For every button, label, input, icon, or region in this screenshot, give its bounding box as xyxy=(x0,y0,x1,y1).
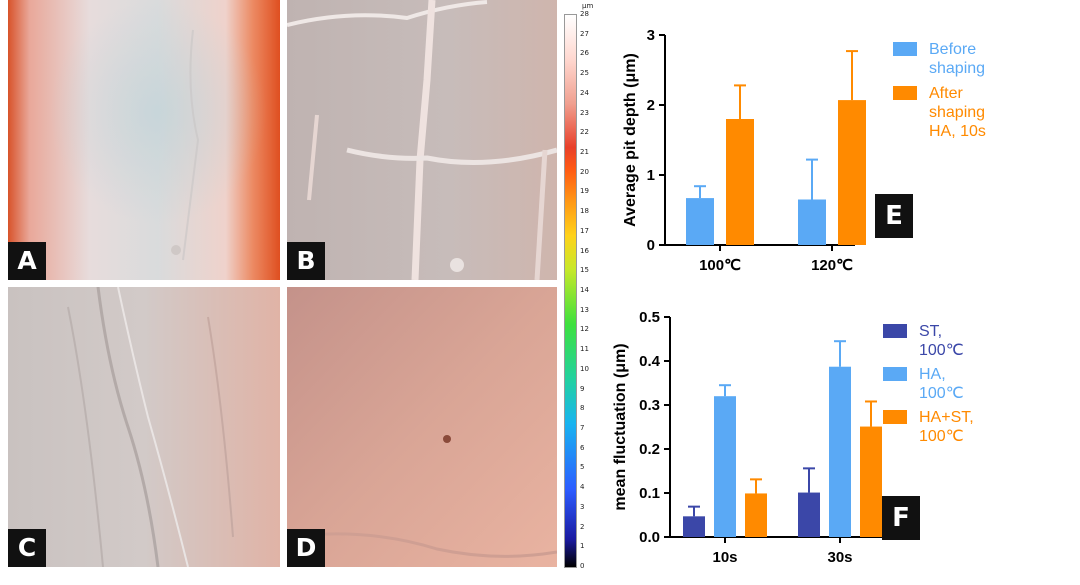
legend-label: 100℃ xyxy=(919,428,964,445)
bar xyxy=(726,119,754,245)
legend-label: Before xyxy=(929,41,976,58)
colorbar-tick-label: 20 xyxy=(580,167,589,176)
colorbar-gradient xyxy=(564,14,577,568)
panel-label-b: B xyxy=(287,242,325,280)
colorbar-tick-label: 18 xyxy=(580,207,589,216)
colorbar-tick-label: 19 xyxy=(580,187,589,196)
colorbar-tick-label: 25 xyxy=(580,69,589,78)
legend-label: HA, xyxy=(919,366,946,383)
legend-label: 100℃ xyxy=(919,385,964,402)
colorbar-tick-label: 9 xyxy=(580,384,585,393)
panel-c-image: C xyxy=(8,287,280,567)
x-tick-label: 120℃ xyxy=(811,257,853,274)
colorbar-tick-label: 27 xyxy=(580,29,589,38)
colorbar-tick-label: 8 xyxy=(580,404,585,413)
y-tick-label: 2 xyxy=(647,97,655,114)
legend-swatch xyxy=(893,42,917,56)
colorbar-tick-label: 15 xyxy=(580,266,589,275)
y-tick-label: 0 xyxy=(647,237,655,254)
surface-d-render xyxy=(287,287,557,567)
bar xyxy=(798,492,820,537)
legend-swatch xyxy=(883,367,907,381)
y-tick-label: 0.3 xyxy=(639,397,660,414)
y-tick-label: 0.5 xyxy=(639,309,660,326)
y-axis-label: mean fluctuation (μm) xyxy=(612,343,629,510)
legend-label: HA, 10s xyxy=(929,123,986,140)
legend-label: ST, xyxy=(919,323,942,340)
panel-label-f: F xyxy=(882,496,920,540)
colorbar-tick-label: 13 xyxy=(580,305,589,314)
y-axis-label: Average pit depth (μm) xyxy=(622,53,639,227)
surface-c-render xyxy=(8,287,280,567)
y-tick-label: 1 xyxy=(647,167,655,184)
colorbar-tick-label: 28 xyxy=(580,10,589,18)
colorbar-tick-label: 3 xyxy=(580,502,585,511)
bar xyxy=(686,198,714,245)
y-tick-label: 0.4 xyxy=(639,353,661,370)
colorbar-tick-label: 11 xyxy=(580,345,589,354)
colorbar-tick-label: 23 xyxy=(580,108,589,117)
bar xyxy=(860,426,882,537)
colorbar-tick-label: 24 xyxy=(580,88,589,97)
panel-a-image: A xyxy=(8,0,280,280)
colorbar-tick-label: 12 xyxy=(580,325,589,334)
colorbar-tick-label: 10 xyxy=(580,364,589,373)
bar xyxy=(683,516,705,537)
height-colorbar: μm 28 27 26 25 24 23 22 21 20 19 18 17 16 15 14 13 12 11 1… xyxy=(562,2,602,574)
panel-label-c: C xyxy=(8,529,46,567)
x-tick-label: 10s xyxy=(712,549,737,566)
colorbar-tick-label: 21 xyxy=(580,148,589,156)
colorbar-tick-label: 1 xyxy=(580,542,585,551)
colorbar-tick-label: 5 xyxy=(580,463,585,472)
panel-d-image: D xyxy=(287,287,557,567)
colorbar-tick-label: 6 xyxy=(580,443,585,452)
legend-swatch xyxy=(883,410,907,424)
y-tick-label: 0.0 xyxy=(639,529,660,546)
bar xyxy=(829,366,851,537)
x-tick-label: 30s xyxy=(827,549,852,566)
chart-f-mean-fluctuation: 0.0 0.1 0.2 0.3 0.4 0.5 mean fluctuation (μm) 1… xyxy=(612,309,974,566)
legend-label: 100℃ xyxy=(919,342,964,359)
chart-e-pit-depth: 0 1 2 3 Average pit depth (μm) 100℃ 120℃ Before… xyxy=(622,27,986,274)
x-tick-label: 100℃ xyxy=(699,257,741,274)
legend-label: shaping xyxy=(929,60,985,77)
bar xyxy=(838,100,866,245)
colorbar-tick-label: 2 xyxy=(580,522,585,531)
colorbar-tick-label: 26 xyxy=(580,49,589,58)
colorbar-tick-label: 0 xyxy=(580,562,585,570)
legend-label: After xyxy=(929,85,963,102)
colorbar-tick-label: 14 xyxy=(580,286,589,294)
panel-b-image: B xyxy=(287,0,557,280)
panel-label-a: A xyxy=(8,242,46,280)
colorbar-tick-label: 16 xyxy=(580,246,589,255)
colorbar-tick-label: 22 xyxy=(580,128,589,137)
panel-label-d: D xyxy=(287,529,325,567)
y-tick-label: 0.2 xyxy=(639,441,660,458)
legend-swatch xyxy=(883,324,907,338)
surface-a-render xyxy=(8,0,280,280)
colorbar-tick-label: 7 xyxy=(580,424,585,432)
y-tick-label: 0.1 xyxy=(639,485,660,502)
legend-label: HA+ST, xyxy=(919,409,974,426)
legend-swatch xyxy=(893,86,917,100)
panel-label-e: E xyxy=(875,194,913,238)
bar xyxy=(745,493,767,537)
bar xyxy=(798,199,826,245)
colorbar-tick-label: 4 xyxy=(580,483,585,492)
bar xyxy=(714,396,736,537)
colorbar-unit: μm xyxy=(582,2,594,10)
colorbar-tick-label: 17 xyxy=(580,226,589,235)
legend-label: shaping xyxy=(929,104,985,121)
y-tick-label: 3 xyxy=(647,27,655,44)
surface-b-render xyxy=(287,0,557,280)
